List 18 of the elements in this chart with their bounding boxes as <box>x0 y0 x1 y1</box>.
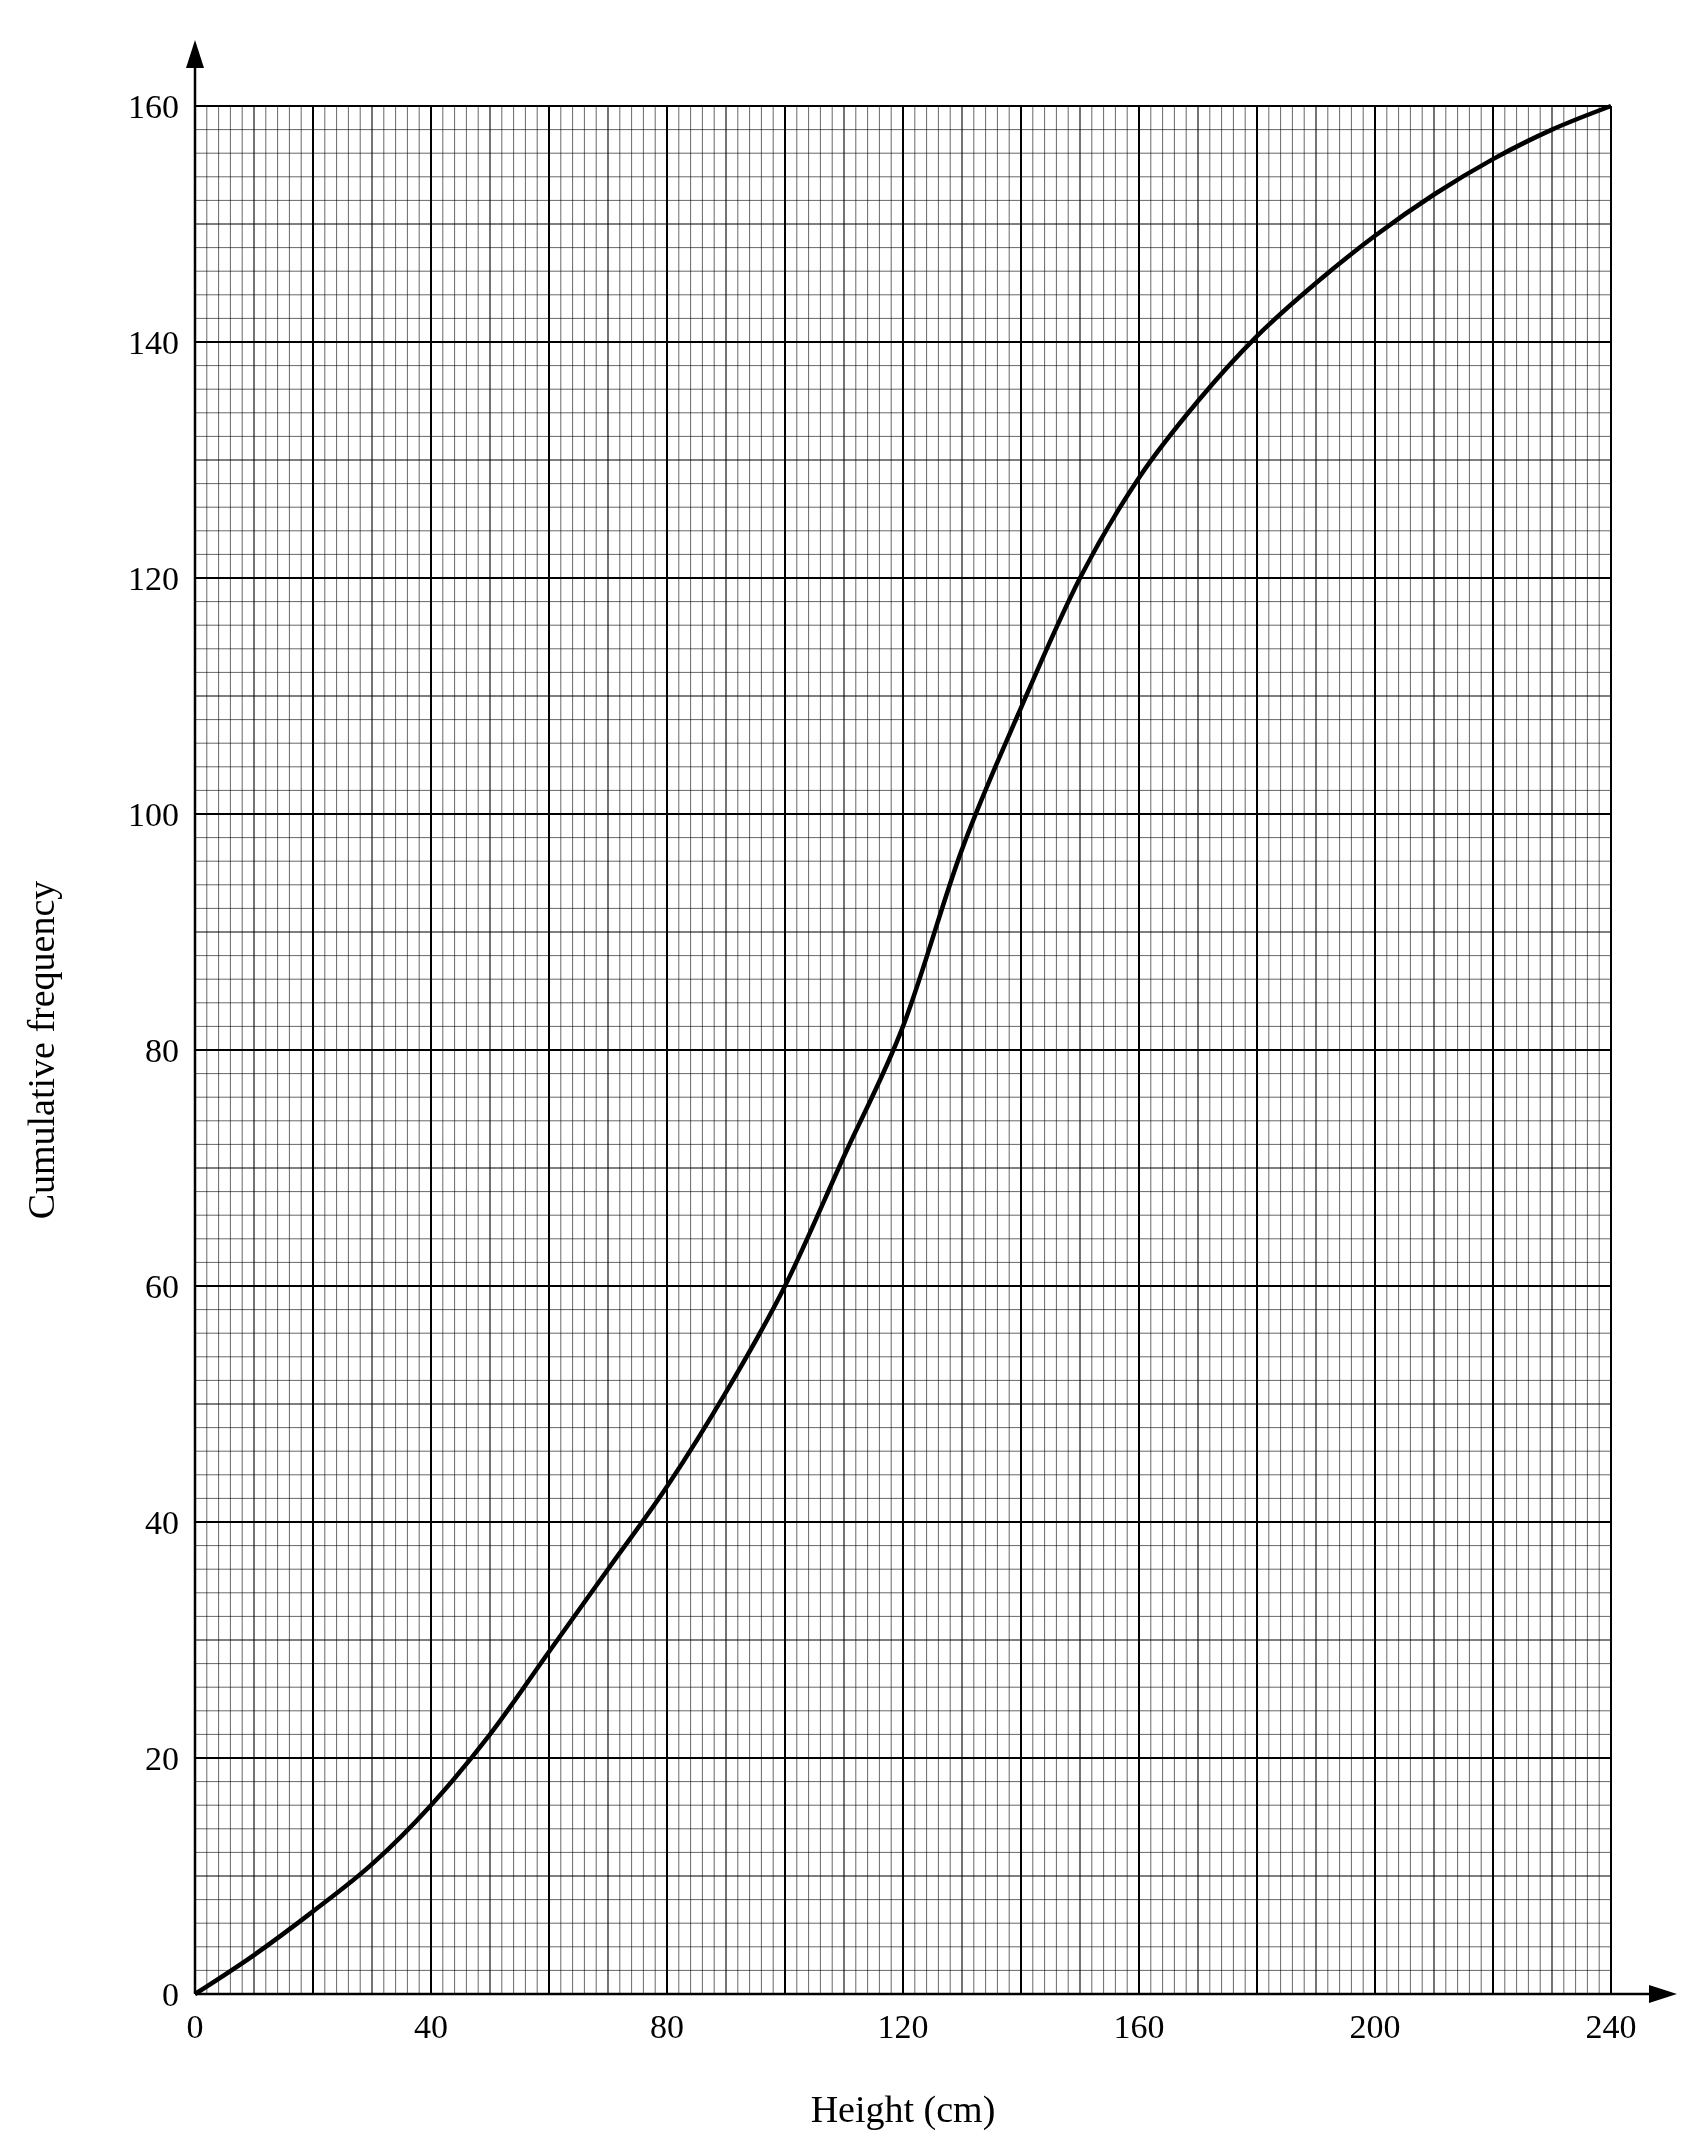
y-tick-label: 100 <box>128 795 179 833</box>
x-tick-label: 40 <box>414 2008 448 2045</box>
x-tick-label: 80 <box>650 2008 684 2045</box>
y-tick-label: 120 <box>128 559 179 597</box>
y-tick-label: 80 <box>145 1031 179 1069</box>
x-tick-label: 160 <box>1113 2008 1165 2045</box>
x-axis-title: Height (cm) <box>810 2088 996 2131</box>
x-tick-label: 240 <box>1585 2008 1637 2045</box>
y-tick-label: 40 <box>145 1503 179 1541</box>
y-tick-label: 140 <box>128 323 179 361</box>
y-tick-label: 60 <box>145 1267 179 1305</box>
y-tick-label: 0 <box>162 1975 179 2013</box>
y-tick-label: 20 <box>145 1739 179 1777</box>
y-tick-label: 160 <box>128 87 179 125</box>
x-tick-label: 0 <box>186 2008 204 2045</box>
x-tick-label: 200 <box>1349 2008 1401 2045</box>
x-tick-label: 120 <box>877 2008 929 2045</box>
y-axis-title: Cumulative frequency <box>20 880 62 1220</box>
